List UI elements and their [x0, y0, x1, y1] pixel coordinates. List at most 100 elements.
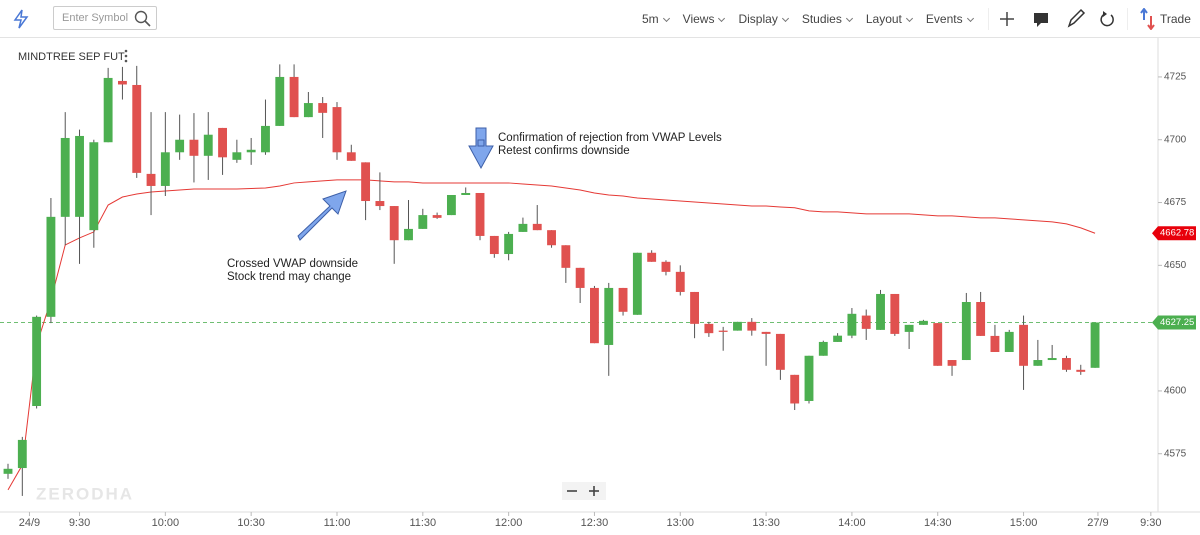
x-tick-label: 9:30 — [69, 517, 90, 529]
candle-body — [761, 331, 771, 334]
menu-item[interactable]: Events — [926, 12, 973, 26]
candle-body — [432, 215, 442, 218]
candle-body — [346, 152, 356, 161]
candle-body — [876, 293, 885, 330]
logo-icon[interactable] — [12, 9, 30, 29]
candle-body — [790, 374, 800, 404]
candle-body — [132, 84, 142, 173]
menu-item[interactable]: Studies — [802, 12, 852, 26]
candle-body — [89, 142, 99, 231]
trade-icon[interactable] — [1140, 8, 1156, 30]
candle-body — [661, 261, 671, 272]
x-tick-label: 12:30 — [581, 517, 609, 529]
candle-body — [160, 152, 170, 186]
annotation-arrow — [297, 127, 494, 241]
x-tick-label: 13:00 — [667, 517, 695, 529]
candle-body — [647, 252, 657, 262]
draw-icon[interactable] — [1067, 8, 1086, 28]
search-input[interactable]: Enter Symbol — [53, 6, 157, 30]
candle-body — [361, 162, 371, 202]
search-icon[interactable] — [134, 10, 152, 28]
y-tick-label: 4700 — [1164, 134, 1187, 145]
candle-body — [590, 287, 599, 344]
candle-body — [632, 252, 642, 315]
comment-icon[interactable] — [1034, 13, 1048, 27]
y-tick-label: 4600 — [1164, 386, 1187, 397]
menu-item[interactable]: 5m — [642, 12, 669, 26]
candle-body — [103, 77, 113, 143]
candle-body — [218, 127, 227, 158]
x-tick-label: 11:00 — [324, 517, 351, 529]
crosshair-icon[interactable] — [1000, 12, 1014, 26]
title-menu-dot — [124, 49, 128, 53]
candle-body — [418, 215, 428, 229]
x-tick-label: 9:30 — [1140, 517, 1161, 529]
candle-body — [275, 76, 285, 126]
price-badge-label: 4627.25 — [1160, 317, 1194, 328]
menu-item[interactable]: Layout — [866, 12, 912, 26]
candle-body — [1090, 322, 1100, 368]
zoom-controls — [562, 482, 606, 500]
candle-body — [261, 125, 270, 153]
candle-body — [918, 320, 928, 325]
candle-body — [1004, 331, 1014, 352]
candle-body — [690, 291, 700, 324]
candle-body — [461, 192, 471, 195]
candle-body — [232, 152, 242, 160]
price-badge — [1152, 226, 1196, 241]
candle-body — [289, 76, 299, 118]
zoom-box — [562, 482, 606, 500]
watermark: ZERODHA — [36, 484, 134, 503]
menu-bar: 5m Views Display Studies Layout Events — [642, 12, 973, 26]
y-tick-label: 4650 — [1164, 260, 1187, 271]
candle-body — [618, 287, 628, 312]
candle-body — [175, 139, 185, 153]
x-tick-label: 14:30 — [924, 517, 952, 529]
reset-icon[interactable] — [1100, 11, 1114, 27]
candle-body — [1047, 358, 1057, 361]
annotation-text: Confirmation of rejection from VWAP Leve… — [498, 132, 722, 144]
x-tick-label: 12:00 — [495, 517, 523, 529]
candle-body — [518, 223, 528, 232]
zoom-in[interactable] — [589, 486, 599, 496]
y-tick-label: 4675 — [1164, 197, 1187, 208]
toolbar: Enter Symbol 5m Views Display Studies Layout… — [0, 0, 1200, 38]
vwap-line — [7, 179, 1096, 491]
candle-body — [561, 245, 571, 268]
annotation-text: Retest confirms downside — [498, 145, 630, 157]
candle-body — [575, 267, 585, 288]
candle-body — [118, 80, 127, 85]
candle-body — [404, 228, 413, 241]
y-tick-label: 4575 — [1164, 448, 1187, 459]
annotation-text: Stock trend may change — [227, 271, 351, 283]
x-tick-label: 24/9 — [19, 517, 40, 529]
trade-button[interactable]: Trade — [1160, 12, 1191, 26]
candle-body — [17, 439, 27, 469]
candle-body — [60, 137, 70, 217]
candle-body — [775, 333, 785, 370]
candle-body — [961, 302, 971, 361]
candle-body — [976, 302, 986, 336]
candle-body — [1033, 360, 1043, 366]
candle-body — [504, 233, 514, 255]
candle-body — [75, 135, 84, 217]
candle-body — [475, 192, 485, 236]
menu-item[interactable]: Views — [683, 12, 725, 26]
x-tick-label: 15:00 — [1010, 517, 1038, 529]
candle-body — [532, 223, 542, 231]
candle-body — [1019, 324, 1028, 366]
candle-body — [246, 149, 256, 153]
candle-body — [389, 206, 399, 241]
candle-body — [861, 315, 871, 329]
x-tick-label: 10:00 — [152, 517, 180, 529]
candle-body — [818, 341, 828, 356]
candle-body — [990, 335, 1000, 352]
candle-body — [203, 134, 213, 156]
x-tick-label: 14:00 — [838, 517, 866, 529]
candle-body — [904, 324, 914, 332]
menu-item[interactable]: Display — [738, 12, 787, 26]
annotation-text: Crossed VWAP downside — [227, 258, 358, 270]
x-tick-label: 27/9 — [1087, 517, 1108, 529]
